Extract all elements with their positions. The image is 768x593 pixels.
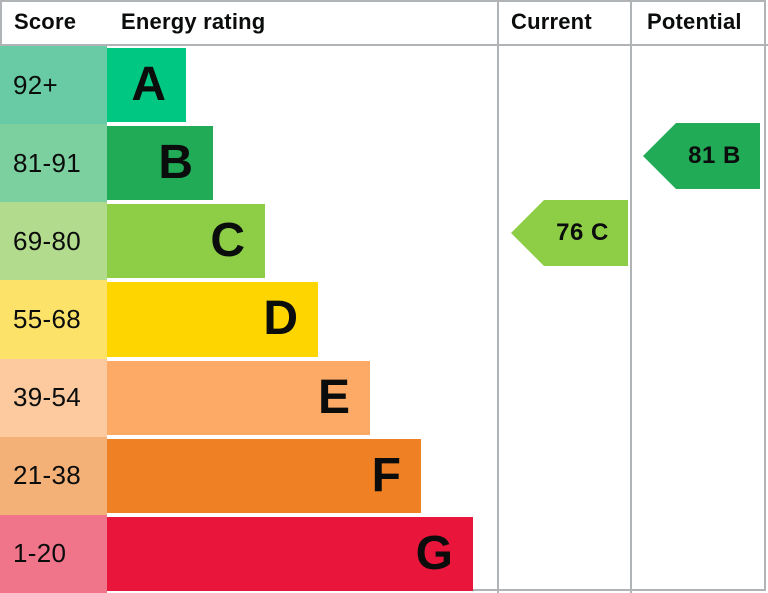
potential-rating-arrow: 81 B xyxy=(643,123,760,189)
rating-bands: 92+ A 81-91 B 69-80 C 55-68 D 39-54 E 21… xyxy=(0,46,497,593)
band-row-d: 55-68 D xyxy=(0,280,497,359)
rating-bar: A xyxy=(107,48,186,123)
score-cell: 92+ xyxy=(0,46,107,125)
border-right xyxy=(764,0,766,591)
band-row-e: 39-54 E xyxy=(0,358,497,437)
rating-bar: D xyxy=(107,282,318,357)
column-header-score: Score xyxy=(14,9,77,34)
score-cell: 39-54 xyxy=(0,358,107,437)
rating-bar: B xyxy=(107,126,213,201)
border-bottom xyxy=(473,589,766,591)
band-row-a: 92+ A xyxy=(0,46,497,125)
rating-bar: G xyxy=(107,516,473,591)
potential-column-divider xyxy=(630,0,632,593)
column-header-potential: Potential xyxy=(647,9,742,34)
header-divider xyxy=(0,44,768,46)
column-header-current: Current xyxy=(511,9,592,34)
band-row-c: 69-80 C xyxy=(0,202,497,281)
border-left xyxy=(0,0,2,46)
score-cell: 21-38 xyxy=(0,436,107,515)
current-rating-arrow: 76 C xyxy=(511,200,628,266)
band-row-b: 81-91 B xyxy=(0,124,497,203)
rating-bar: F xyxy=(107,438,421,513)
score-cell: 55-68 xyxy=(0,280,107,359)
border-top xyxy=(0,0,766,2)
score-cell: 1-20 xyxy=(0,514,107,593)
rating-bar: E xyxy=(107,360,370,435)
rating-bar: C xyxy=(107,204,265,279)
column-header-energy-rating: Energy rating xyxy=(121,9,266,34)
score-cell: 81-91 xyxy=(0,124,107,203)
score-cell: 69-80 xyxy=(0,202,107,281)
current-column-divider xyxy=(497,0,499,593)
band-row-f: 21-38 F xyxy=(0,436,497,515)
band-row-g: 1-20 G xyxy=(0,514,497,593)
